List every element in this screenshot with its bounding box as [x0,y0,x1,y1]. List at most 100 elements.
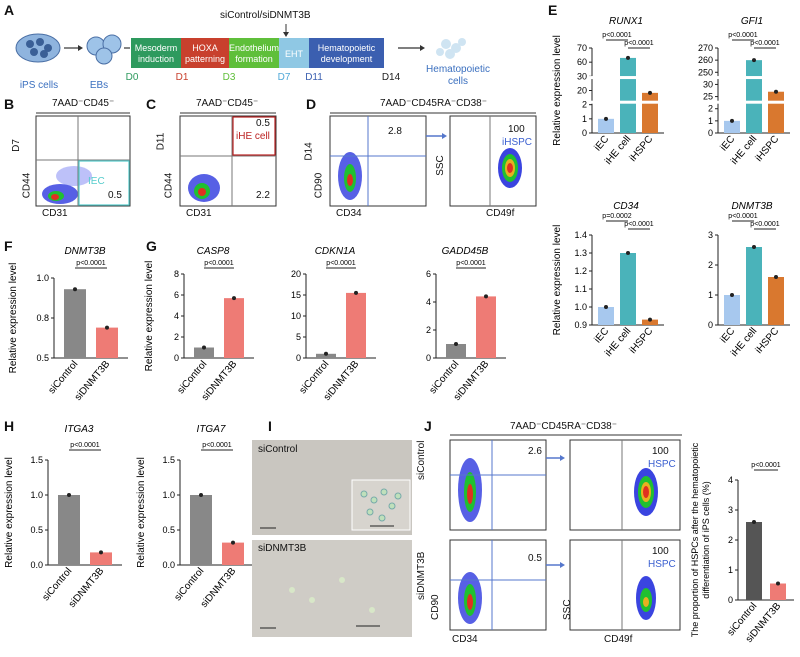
yaxis2-label-j: SSC [562,599,573,620]
bar-iec [598,118,614,133]
row-label-sidnmt3b: siDNMT3B [416,551,427,600]
data-point [354,290,358,295]
category-label: iEC [719,134,738,153]
stage-label-4: Hematopoietic [318,43,376,53]
bar-iec [598,307,614,325]
p-value-label: p<0.0001 [750,221,779,228]
y-axis-label: Relative expression level [8,263,19,374]
ihe-label: iHE cell [236,131,270,142]
xaxis-label-b: CD31 [42,208,68,219]
ips-cells-icon [15,33,61,63]
flow-plot-j3 [449,539,547,631]
y-axis-label: Relative expression level [136,457,147,568]
panel-label-h: H [4,418,15,434]
y-tick-label: 0.9 [574,320,587,330]
data-point [648,317,652,322]
flow-plot-d2 [449,115,537,207]
data-point [202,345,206,350]
xaxis-label-d: CD34 [336,208,362,219]
bar-ihspc [642,92,658,133]
chart-title: GADD45B [442,246,489,257]
chart-title: CD34 [613,201,639,212]
category-label: iHSPC [628,134,656,164]
stage-bar-0 [131,38,181,68]
y-axis-label: Relative expression level [4,457,15,568]
y-tick-label: 70 [577,43,587,53]
y-tick-label: 0.5 [36,353,49,363]
y-tick-label: 0 [426,353,431,363]
p-value-label: p<0.0001 [750,40,779,47]
data-point [626,55,630,60]
y-tick-label: 0.0 [30,560,43,570]
data-point [73,287,77,292]
bar-sidnmt3b [346,292,366,358]
y-tick-label: 2 [174,332,179,342]
y-tick-label: 4 [174,311,179,321]
stage-bar-3 [279,38,309,68]
y-tick-label: 0 [174,353,179,363]
flow-plot-j2 [569,439,681,531]
panel-label-b: B [4,96,15,112]
chart-title: GFI1 [741,16,763,27]
data-point [231,540,235,545]
data-point [626,251,630,255]
y-tick-label: 250 [698,67,713,77]
flow-plot-j1 [449,439,547,531]
bar-sicontrol [316,353,336,358]
p-value-label: p<0.0001 [70,442,99,449]
y-tick-label: 10 [291,311,301,321]
y-tick-label: 260 [698,55,713,65]
bar-iec [724,295,740,325]
data-point [776,581,780,586]
flow-plot-j4 [569,539,681,631]
y-tick-label: 270 [698,43,713,53]
data-point [67,493,71,497]
data-point [484,294,488,299]
panel-label-f: F [4,238,13,254]
category-label: iHSPC [628,326,656,356]
panel-label-j: J [424,418,432,434]
chart-h-itga7: ITGA70.00.51.01.5siControlsiDNMT3Bp<0.00… [136,424,254,610]
y-tick-label: 0.0 [162,560,175,570]
y-tick-label: 1 [708,116,713,126]
y-tick-label: 1.0 [162,490,175,500]
day-label-d14: D14 [382,72,401,83]
y-tick-label: 1 [582,114,587,124]
p-value-label: p<0.0001 [602,32,631,39]
stage-label-2: formation [235,54,273,64]
category-label: iEC [593,134,612,153]
gate-label-c: 7AAD⁻CD45⁻ [196,98,259,109]
data-point [99,550,103,555]
category-label: siControl [41,566,75,603]
stage-label-3: EHT [285,49,304,59]
y-tick-label: 0 [708,128,713,138]
bar-ihe-cell [746,60,762,134]
bar-ihspc [768,277,784,325]
pct-c-bottom: 2.2 [256,190,270,201]
y-tick-label: 30 [703,79,713,89]
micro-image-sidnmt3b [252,540,412,637]
yaxis-label-c: CD44 [163,172,175,199]
data-point [454,342,458,346]
gate-label-j: 7AAD⁻CD45RA⁻CD38⁻ [510,421,617,432]
bar-ihspc [768,91,784,133]
y-tick-label: 1.1 [574,284,587,294]
pct-j2: 0.5 [528,553,542,564]
bar-sidnmt3b [222,542,244,565]
panel-label-c: C [146,96,157,112]
data-point [730,293,734,297]
p-value-label: p<0.0001 [326,260,355,267]
y-axis-label: Relative expression level [552,35,563,146]
flow-density-j2 [634,468,658,516]
panel-label-i: I [268,418,272,434]
bar-sicontrol [446,344,466,358]
y-tick-label: 8 [174,269,179,279]
yaxis2-label-d: SSC [434,155,446,176]
gate-label-d: 7AAD⁻CD45RA⁻CD38⁻ [380,98,487,109]
data-point [752,58,756,63]
y-tick-label: 0 [728,595,733,605]
flow-density-j4 [636,576,656,620]
